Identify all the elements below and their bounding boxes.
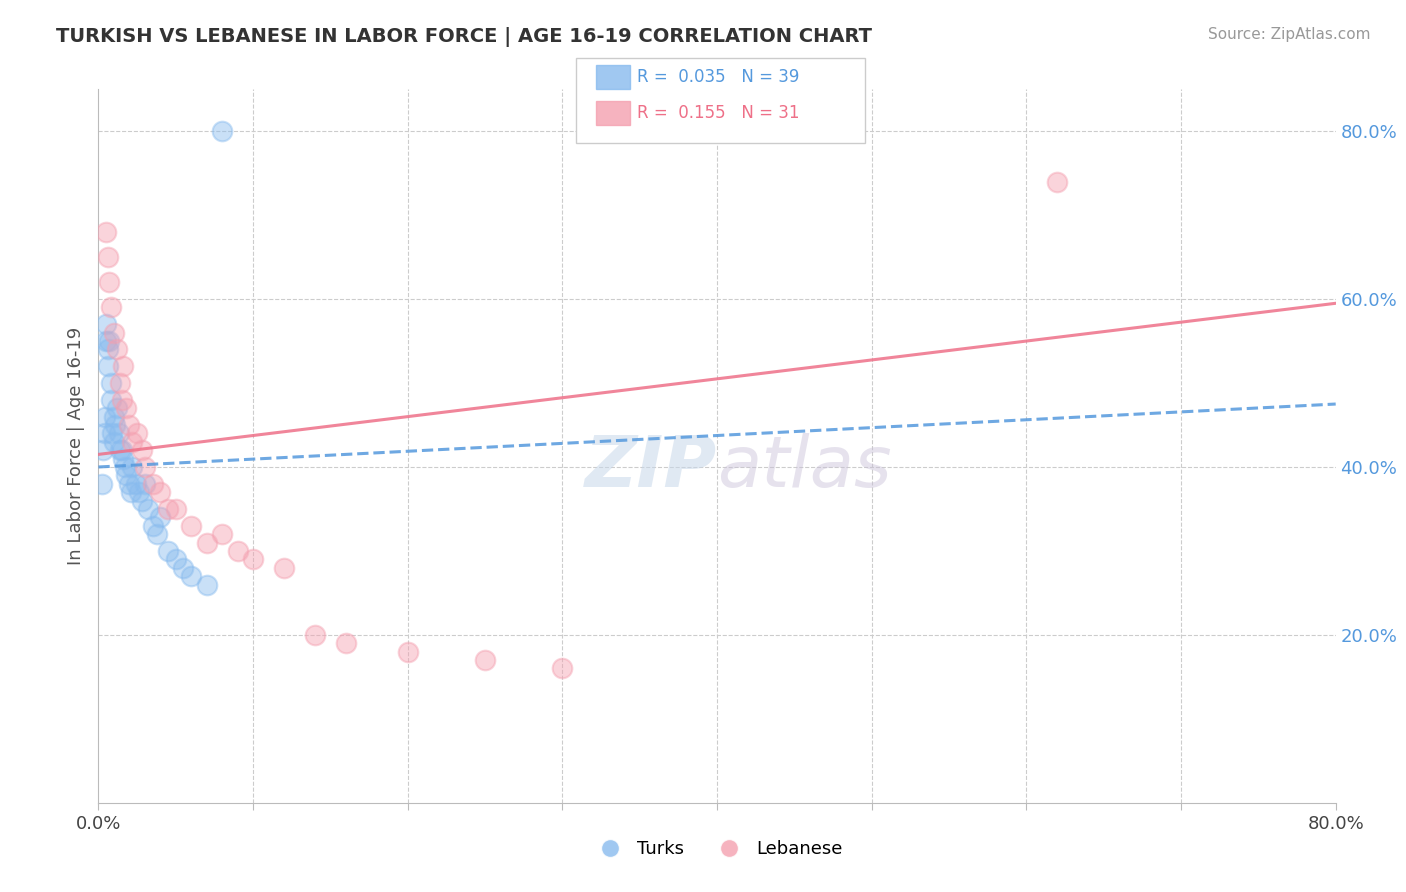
Point xyxy=(195,577,218,591)
Point xyxy=(101,426,124,441)
Point xyxy=(242,552,264,566)
Point xyxy=(98,275,121,289)
Point xyxy=(551,661,574,675)
Point xyxy=(93,409,115,424)
Point xyxy=(180,569,202,583)
Point xyxy=(121,460,143,475)
Point xyxy=(1046,175,1069,189)
Point xyxy=(118,417,141,432)
Point xyxy=(108,376,131,390)
Point xyxy=(180,518,202,533)
Point xyxy=(114,460,136,475)
Text: R =  0.035   N = 39: R = 0.035 N = 39 xyxy=(637,68,799,87)
Point xyxy=(104,417,127,432)
Point xyxy=(134,476,156,491)
Y-axis label: In Labor Force | Age 16-19: In Labor Force | Age 16-19 xyxy=(66,326,84,566)
Point xyxy=(100,392,122,407)
Point xyxy=(149,510,172,524)
Point xyxy=(172,560,194,574)
Point xyxy=(128,485,150,500)
Point xyxy=(121,434,143,449)
Point xyxy=(149,485,172,500)
Point xyxy=(103,434,125,449)
Point xyxy=(93,426,115,441)
Point xyxy=(103,409,125,424)
Point xyxy=(211,124,233,138)
Point xyxy=(127,426,149,441)
Point xyxy=(97,250,120,264)
Point xyxy=(97,343,120,357)
Point xyxy=(96,318,118,332)
Point xyxy=(157,502,180,516)
Point xyxy=(111,392,132,407)
Point xyxy=(103,326,125,340)
Text: TURKISH VS LEBANESE IN LABOR FORCE | AGE 16-19 CORRELATION CHART: TURKISH VS LEBANESE IN LABOR FORCE | AGE… xyxy=(56,27,872,46)
Point xyxy=(136,502,159,516)
Point xyxy=(124,476,146,491)
Point xyxy=(396,645,419,659)
Point xyxy=(195,535,218,549)
Point xyxy=(98,334,121,348)
Point xyxy=(90,476,112,491)
Text: ZIP: ZIP xyxy=(585,433,717,502)
Text: Source: ZipAtlas.com: Source: ZipAtlas.com xyxy=(1208,27,1371,42)
Point xyxy=(226,544,249,558)
Point xyxy=(474,653,496,667)
Point xyxy=(105,343,128,357)
Point xyxy=(96,225,118,239)
Point xyxy=(96,334,118,348)
Point xyxy=(165,502,187,516)
Point xyxy=(107,426,129,441)
Legend: Turks, Lebanese: Turks, Lebanese xyxy=(585,833,849,865)
Point xyxy=(146,527,169,541)
Point xyxy=(120,485,142,500)
Point xyxy=(141,476,165,491)
Point xyxy=(100,301,122,315)
Point xyxy=(335,636,357,650)
Point xyxy=(131,443,153,458)
Text: R =  0.155   N = 31: R = 0.155 N = 31 xyxy=(637,103,800,122)
Point xyxy=(115,468,138,483)
Point xyxy=(273,560,295,574)
Point xyxy=(112,359,135,374)
Point xyxy=(97,359,120,374)
Point xyxy=(165,552,187,566)
Point xyxy=(118,476,141,491)
Point xyxy=(91,443,114,458)
Text: atlas: atlas xyxy=(717,433,891,502)
Point xyxy=(112,451,135,466)
Point xyxy=(115,401,138,416)
Point xyxy=(105,401,128,416)
Point xyxy=(131,493,153,508)
Point xyxy=(211,527,233,541)
Point xyxy=(141,518,165,533)
Point xyxy=(108,443,131,458)
Point xyxy=(111,443,132,458)
Point xyxy=(157,544,180,558)
Point xyxy=(100,376,122,390)
Point xyxy=(304,628,326,642)
Point xyxy=(134,460,156,475)
